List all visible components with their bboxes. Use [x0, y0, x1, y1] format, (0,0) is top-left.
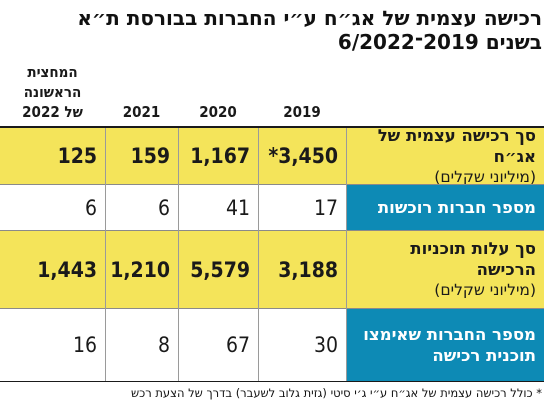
- row-label: סך רכישה עצמית של אג״ח (מיליוני שקלים): [347, 125, 544, 186]
- column-header-2021: 2021: [122, 103, 161, 121]
- row-label-text: מספר החברות שאימצו תוכנית רכישה: [363, 325, 536, 365]
- row-divider: [0, 308, 544, 309]
- column-header-h1-2022: המחצית הראשונה של 2022: [22, 63, 83, 121]
- cell-2019: 30: [313, 333, 338, 357]
- cell-2020: 1,167: [190, 144, 250, 168]
- column-divider: [258, 128, 259, 381]
- row-divider: [0, 184, 544, 185]
- cell-h1-2022: 6: [84, 195, 97, 220]
- cell-2019: 17: [313, 195, 338, 220]
- cell-h1-2022: 125: [57, 144, 97, 168]
- table-bottom-rule: [0, 381, 544, 382]
- cell-h1-2022: 1,443: [37, 257, 97, 282]
- table-row-total-buyback: סך רכישה עצמית של אג״ח (מיליוני שקלים) *…: [0, 125, 544, 186]
- header-rule: [0, 126, 544, 128]
- column-header-2019: 2019: [283, 103, 321, 121]
- cell-2020: 5,579: [190, 257, 250, 282]
- cell-2021: 1,210: [110, 257, 170, 282]
- row-label: סך עלות תוכניות הרכישה (מיליוני שקלים): [347, 231, 544, 308]
- footnote: * כולל רכישה עצמית של אג״ח ע״י ג׳י סיטי …: [130, 386, 542, 400]
- cell-2020: 41: [225, 195, 250, 220]
- row-label-text: סך עלות תוכניות הרכישה: [410, 239, 536, 279]
- cell-2021: 6: [157, 195, 170, 220]
- cell-2019: *3,450: [268, 144, 338, 168]
- cell-h1-2022: 16: [72, 333, 97, 357]
- row-label: מספר החברות שאימצו תוכנית רכישה: [347, 309, 544, 381]
- row-sublabel-text: (מיליוני שקלים): [434, 281, 536, 299]
- cell-2021: 8: [157, 333, 170, 357]
- cell-2019: 3,188: [278, 257, 338, 282]
- row-sublabel-text: (מיליוני שקלים): [434, 167, 536, 186]
- chart-title: רכישה עצמית של אג״ח ע״י החברות בבורסת ת״…: [77, 6, 542, 30]
- cell-2020: 67: [225, 333, 250, 357]
- table-row-plan-cost: סך עלות תוכניות הרכישה (מיליוני שקלים) 3…: [0, 231, 544, 308]
- table-row-adopting-companies: מספר החברות שאימצו תוכנית רכישה 30 67 8 …: [0, 309, 544, 381]
- column-divider: [346, 128, 347, 381]
- column-header-2020: 2020: [199, 103, 237, 121]
- table-row-buying-companies: מספר חברות רוכשות 17 41 6 6: [0, 185, 544, 230]
- chart-subtitle: בשנים 2019־6/2022: [337, 30, 542, 54]
- cell-2021: 159: [130, 144, 170, 168]
- row-label-text: מספר חברות רוכשות: [377, 198, 536, 217]
- row-divider: [0, 230, 544, 231]
- column-divider: [105, 128, 106, 381]
- row-label-text: סך רכישה עצמית של אג״ח: [377, 125, 536, 166]
- column-divider: [178, 128, 179, 381]
- row-label: מספר חברות רוכשות: [347, 185, 544, 230]
